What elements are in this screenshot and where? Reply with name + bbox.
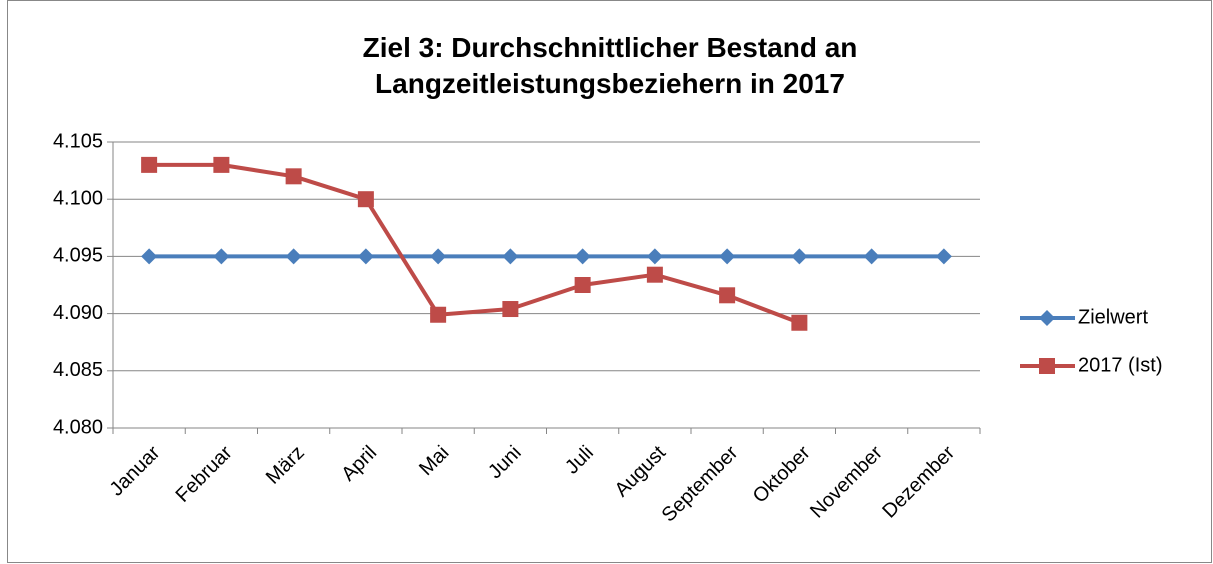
- series-line: [149, 162, 801, 325]
- y-tick-label: 4.090: [53, 302, 103, 324]
- marker: [141, 156, 158, 173]
- marker: [935, 248, 952, 265]
- chart-title: Ziel 3: Durchschnittlicher Bestand an La…: [362, 32, 858, 99]
- marker: [213, 248, 230, 265]
- y-tick-label: 4.105: [53, 130, 103, 152]
- marker: [719, 287, 736, 304]
- marker: [719, 248, 736, 265]
- marker: [430, 306, 447, 323]
- marker: [357, 248, 374, 265]
- y-tick-label: 4.100: [53, 187, 103, 209]
- marker: [141, 248, 158, 265]
- marker: [646, 266, 663, 283]
- marker: [285, 248, 302, 265]
- marker: [574, 248, 591, 265]
- y-tick-label: 4.080: [53, 416, 103, 438]
- y-tick-label: 4.095: [53, 245, 103, 267]
- marker: [863, 248, 880, 265]
- marker: [285, 168, 302, 185]
- marker: [574, 277, 591, 293]
- marker: [791, 248, 808, 265]
- marker: [502, 248, 519, 265]
- legend-label: Zielwert: [1078, 306, 1148, 328]
- marker: [430, 248, 447, 265]
- marker: [502, 301, 519, 318]
- marker: [791, 314, 808, 331]
- marker: [357, 191, 374, 208]
- marker: [1039, 358, 1055, 374]
- y-tick-label: 4.085: [53, 359, 103, 381]
- marker: [213, 156, 230, 173]
- marker: [1039, 310, 1055, 326]
- marker: [646, 248, 663, 265]
- legend-label: 2017 (Ist): [1078, 354, 1162, 376]
